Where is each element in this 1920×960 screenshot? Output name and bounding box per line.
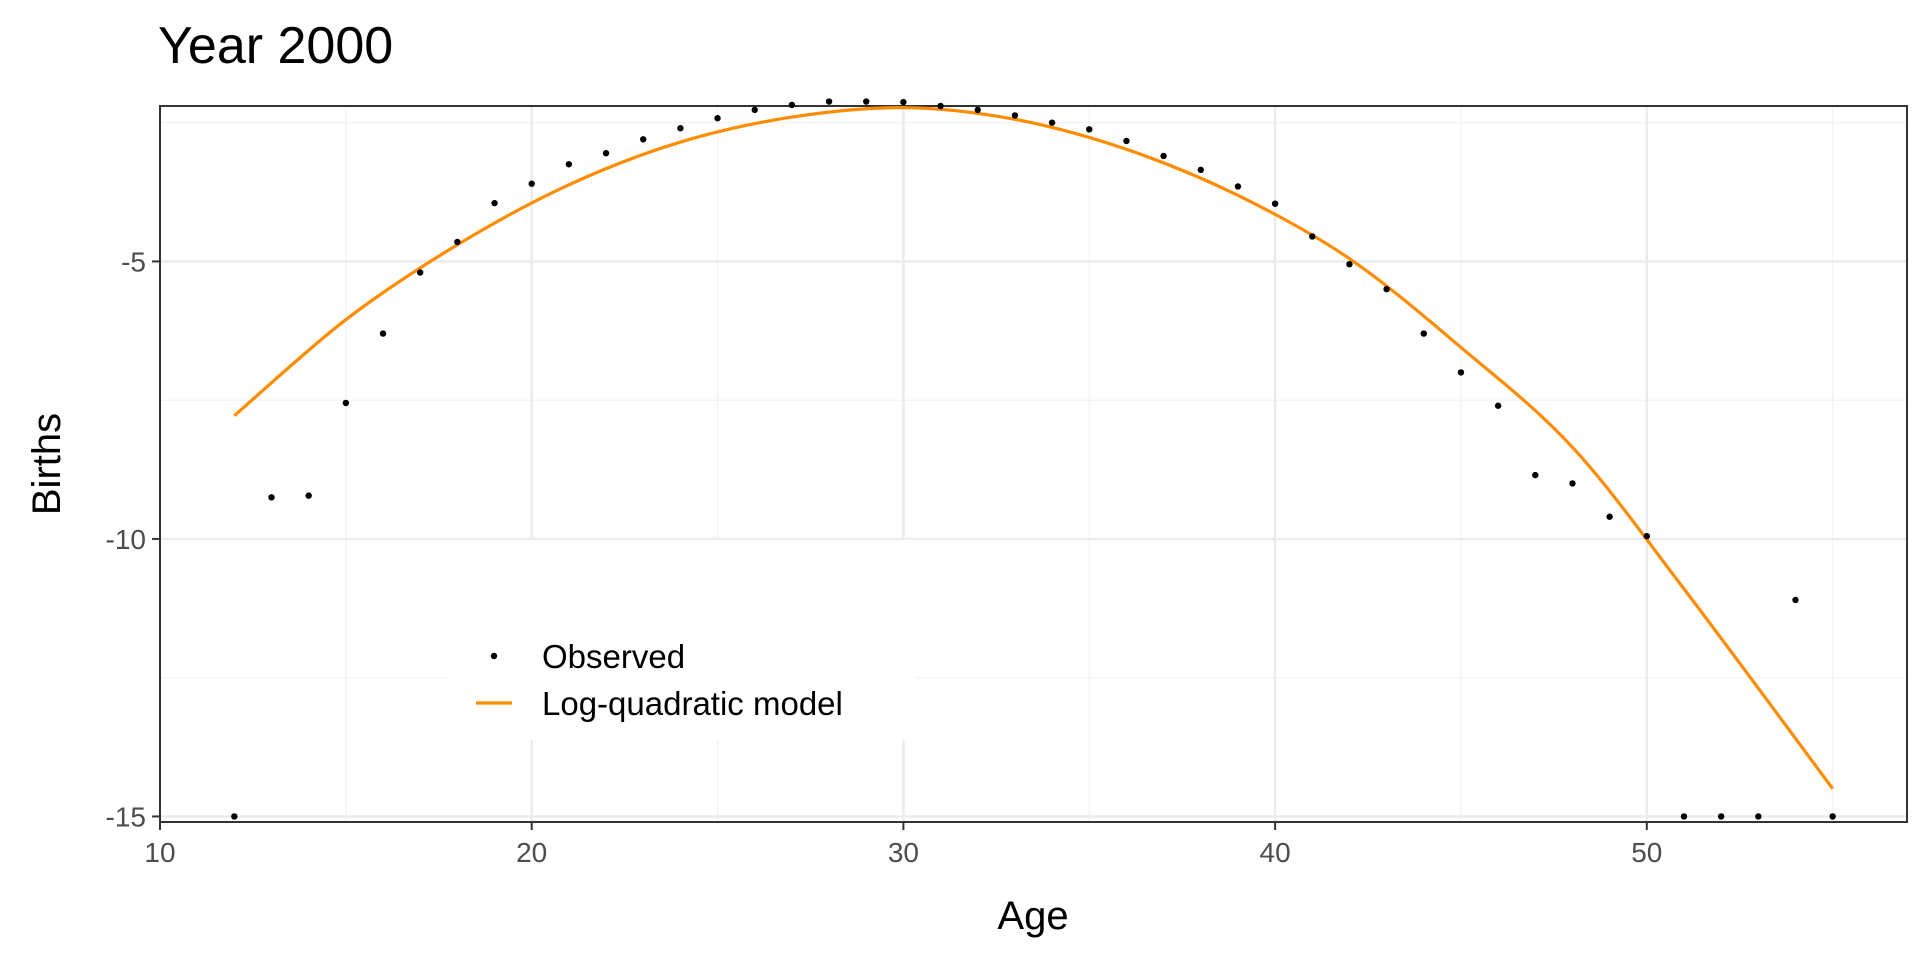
x-tick-label: 30 xyxy=(888,837,919,868)
observed-point xyxy=(379,330,387,337)
observed-point xyxy=(491,199,498,207)
observed-point xyxy=(1755,813,1762,820)
observed-point xyxy=(1680,813,1688,820)
observed-point xyxy=(1606,513,1613,520)
observed-point xyxy=(751,106,758,114)
model-line xyxy=(233,106,1834,790)
observed-point xyxy=(416,269,424,276)
y-axis-title: Births xyxy=(25,413,69,515)
observed-point xyxy=(1234,183,1242,190)
observed-point xyxy=(825,98,833,105)
observed-point xyxy=(1457,369,1465,376)
observed-point xyxy=(1829,813,1836,820)
y-axis: -5 -10 -15 xyxy=(106,246,160,832)
observed-series xyxy=(231,98,1836,820)
chart-title: Year 2000 xyxy=(158,17,393,75)
observed-point xyxy=(1494,402,1502,409)
observed-point xyxy=(1309,233,1316,240)
model-series xyxy=(233,106,1834,790)
observed-point xyxy=(1197,166,1204,174)
observed-point xyxy=(1011,112,1019,119)
x-tick-label: 40 xyxy=(1260,837,1291,868)
observed-point xyxy=(565,161,573,168)
observed-point xyxy=(1048,119,1056,126)
observed-point xyxy=(231,813,238,820)
observed-point xyxy=(528,180,535,187)
observed-point xyxy=(974,106,981,114)
y-tick-label: -5 xyxy=(121,246,146,277)
observed-point xyxy=(1532,471,1539,479)
legend-key-observed xyxy=(490,652,498,660)
x-tick-label: 10 xyxy=(144,837,175,868)
observed-point xyxy=(640,136,647,143)
x-axis-title: Age xyxy=(997,894,1068,938)
x-tick-label: 50 xyxy=(1631,837,1662,868)
legend-label-model: Log-quadratic model xyxy=(542,685,843,722)
observed-point xyxy=(1717,813,1725,820)
observed-point xyxy=(677,125,684,132)
observed-point xyxy=(305,492,312,499)
observed-point xyxy=(1643,532,1651,540)
y-tick-label: -10 xyxy=(106,524,146,555)
observed-point xyxy=(788,101,796,109)
plot-panel-border xyxy=(159,105,1908,823)
observed-point xyxy=(268,494,275,501)
observed-point xyxy=(1346,260,1353,268)
observed-point xyxy=(1383,285,1390,293)
observed-point xyxy=(1792,596,1799,604)
legend: Observed Log-quadratic model xyxy=(448,540,916,740)
observed-point xyxy=(1569,480,1576,487)
observed-point xyxy=(900,98,907,106)
observed-point xyxy=(1160,152,1167,160)
observed-point xyxy=(342,399,350,407)
observed-point xyxy=(714,115,721,122)
observed-point xyxy=(1271,200,1279,207)
observed-point xyxy=(1123,137,1130,145)
observed-point xyxy=(1086,126,1093,133)
legend-label-observed: Observed xyxy=(542,638,685,675)
y-tick-label: -15 xyxy=(106,801,146,832)
legend-background xyxy=(448,540,916,740)
observed-point xyxy=(602,149,610,157)
observed-point xyxy=(1420,330,1427,337)
observed-point xyxy=(454,238,461,246)
observed-point xyxy=(863,98,870,105)
x-axis: 10 20 30 40 50 xyxy=(144,822,1662,868)
x-tick-label: 20 xyxy=(516,837,547,868)
observed-point xyxy=(937,102,944,110)
